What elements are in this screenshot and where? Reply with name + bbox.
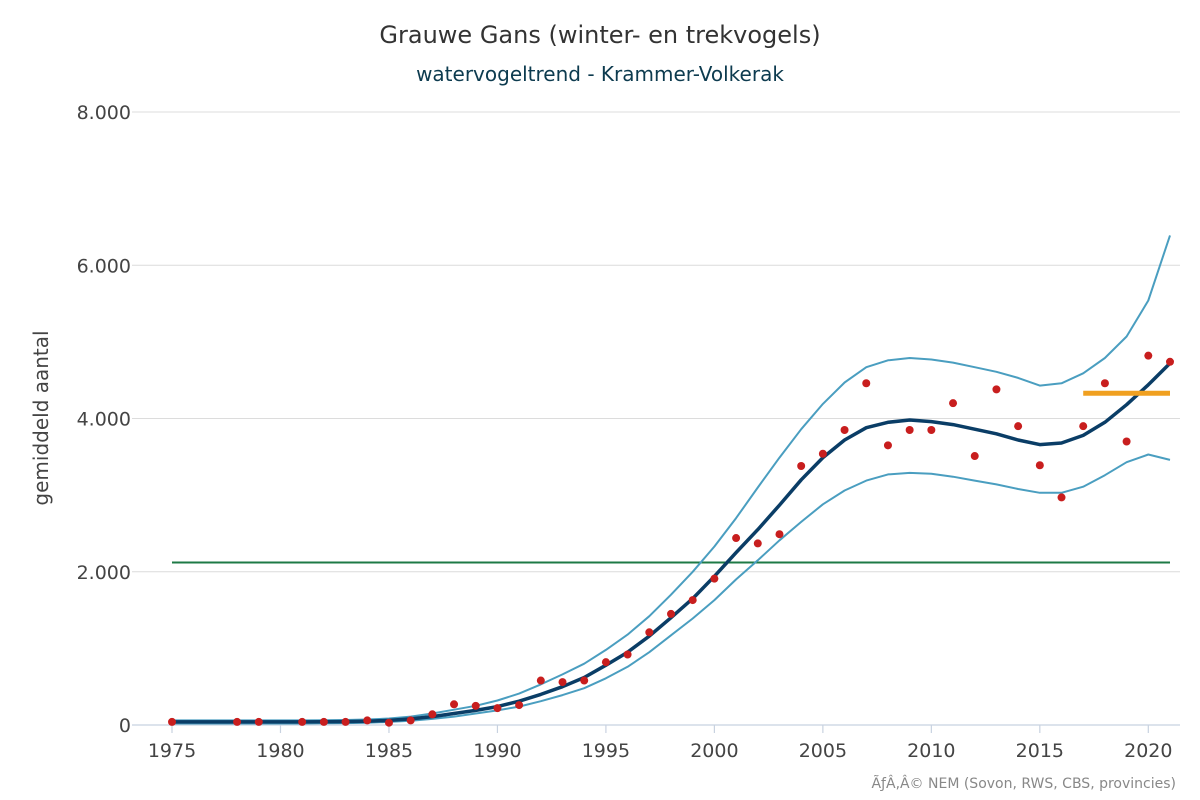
data-point [471,701,480,710]
x-axis: 1975 1980 1985 1990 1995 2000 2005 2010 2015 2020 [132,724,1180,762]
y-tick-label: 8.000 [77,102,131,124]
grid-lines [132,111,1180,573]
data-point [1079,422,1088,431]
data-point [515,701,524,710]
credit-text: ÃƒÂ‚Â© NEM (Sovon, RWS, CBS, provincies) [871,774,1176,792]
y-tick-label: 6.000 [77,255,131,277]
data-point [623,650,632,659]
data-point [1014,422,1023,431]
data-point [536,676,545,685]
data-point [450,700,459,709]
data-point [1166,357,1174,366]
y-axis-label: gemiddeld aantal [29,330,53,505]
data-point [753,539,762,548]
data-point [732,534,741,543]
data-point [840,425,849,434]
ci-lower-line [172,453,1171,725]
x-tick-label: 2005 [799,740,847,762]
ci-upper-line [172,235,1171,722]
x-tick-label: 1975 [148,740,196,762]
data-point [384,718,393,727]
data-point [233,717,242,726]
data-point [254,717,263,726]
x-tick-label: 2020 [1124,740,1172,762]
x-tick-label: 2000 [690,740,738,762]
data-point [363,716,372,725]
data-point [493,704,502,713]
data-point [645,628,654,637]
data-point [558,678,567,687]
data-point [601,658,610,667]
data-point [883,441,892,450]
data-point [319,717,328,726]
y-tick-label: 0 [119,715,131,737]
chart-subtitle: watervogeltrend - Krammer-Volkerak [416,62,784,86]
y-axis-ticks: 0 2.000 4.000 6.000 8.000 [77,102,131,737]
x-tick-label: 1980 [256,740,304,762]
data-point [797,462,806,471]
data-point [1122,437,1131,446]
data-point [905,425,914,434]
data-point [710,574,719,583]
data-point [970,452,979,461]
data-point [1100,379,1109,388]
series-layer [168,235,1174,727]
data-point [428,710,437,719]
x-tick-label: 2015 [1016,740,1064,762]
x-tick-label: 2010 [907,740,955,762]
data-point [818,449,827,458]
data-point [992,385,1001,394]
data-point [667,609,675,618]
data-point [862,379,871,388]
x-tick-label: 1995 [582,740,630,762]
x-tick-label: 1990 [473,740,521,762]
data-point [775,530,784,539]
data-point [580,676,589,685]
data-point [1057,493,1066,502]
data-point [341,717,350,726]
y-tick-label: 2.000 [77,562,131,584]
data-point [406,716,415,725]
data-point [688,596,697,605]
data-point [1035,461,1044,470]
data-point [1144,351,1153,360]
chart-title: Grauwe Gans (winter- en trekvogels) [379,21,820,49]
x-tick-label: 1985 [365,740,413,762]
data-point [168,717,176,726]
data-point [949,399,958,408]
y-tick-label: 4.000 [77,409,131,431]
data-point [298,717,307,726]
trend-line [172,362,1172,724]
data-point [927,425,936,434]
